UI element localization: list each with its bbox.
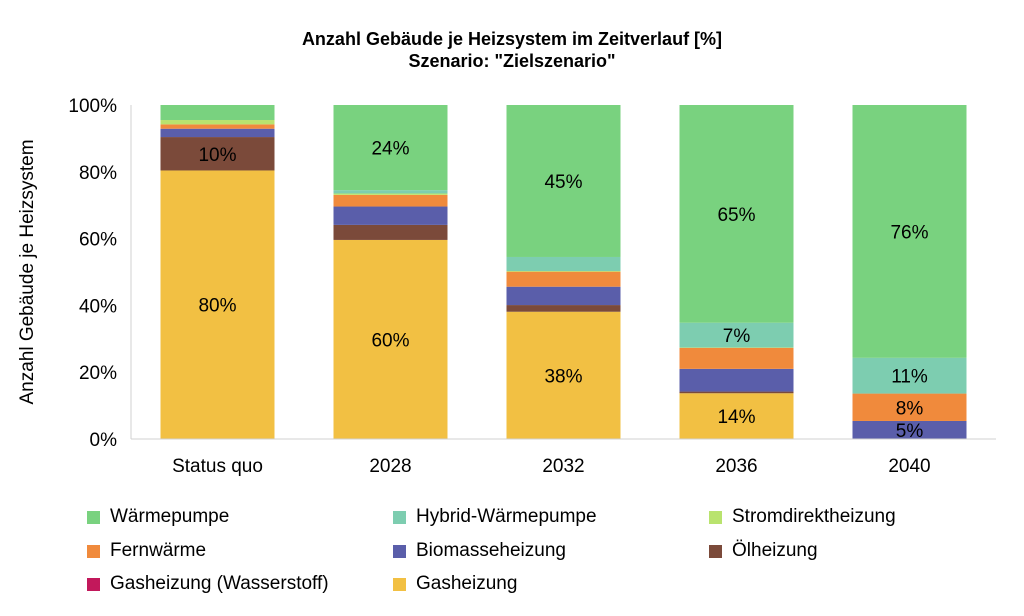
y-tick-label: 40% [79, 296, 117, 317]
chart-subtitle: Szenario: "Zielszenario" [408, 51, 616, 71]
legend-swatch [709, 510, 722, 524]
data-label: 38% [544, 366, 582, 387]
legend-item: Biomasseheizung [393, 539, 566, 563]
bar-segment [852, 420, 967, 439]
data-label: 76% [890, 222, 928, 243]
legend-swatch [393, 544, 406, 558]
bar-segment [160, 170, 275, 440]
bar-segment [506, 271, 621, 287]
bar-segment [333, 194, 448, 207]
legend-item: Stromdirektheizung [709, 505, 896, 529]
data-label: 45% [544, 172, 582, 193]
data-label: 60% [371, 330, 409, 351]
bar-segment [679, 347, 794, 369]
legend-label: Wärmepumpe [110, 506, 230, 527]
bar-segment [506, 256, 621, 271]
bar-segment [679, 393, 794, 439]
bar-segment [160, 120, 275, 125]
legend-label: Hybrid-Wärmepumpe [416, 506, 597, 527]
legend-swatch [393, 510, 406, 524]
chart-title: Anzahl Gebäude je Heizsystem im Zeitverl… [301, 29, 723, 49]
bar-segment [679, 322, 794, 348]
bar-segment [506, 105, 621, 257]
bar-segment [679, 105, 794, 323]
y-tick-label: 0% [90, 430, 118, 451]
bar-segment [160, 105, 275, 121]
bar-segment [160, 128, 275, 138]
legend-swatch [87, 577, 100, 591]
legend-item: Fernwärme [87, 539, 206, 563]
bar-segment [160, 137, 275, 171]
x-tick-label: 2032 [542, 456, 584, 477]
data-label: 7% [723, 326, 751, 347]
legend-swatch [87, 510, 100, 524]
legend-item: Gasheizung [393, 572, 517, 596]
legend-label: Ölheizung [732, 540, 818, 561]
data-label: 10% [198, 145, 236, 166]
y-tick-label: 80% [79, 163, 117, 184]
legend-swatch [709, 544, 722, 558]
x-tick-label: 2040 [888, 456, 930, 477]
bar-segment [333, 206, 448, 225]
data-label: 5% [896, 421, 924, 442]
x-tick-label: 2036 [715, 456, 757, 477]
data-label: 14% [717, 407, 755, 428]
bar-segment [852, 393, 967, 421]
y-tick-label: 100% [68, 96, 117, 117]
x-tick-label: Status quo [172, 456, 263, 477]
data-label: 24% [371, 139, 409, 160]
bar-segment [160, 124, 275, 129]
legend-item: Wärmepumpe [87, 505, 229, 529]
legend-swatch [393, 577, 406, 591]
bar-segment [333, 193, 448, 195]
legend-item: Hybrid-Wärmepumpe [393, 505, 597, 529]
bar-segment [333, 239, 448, 439]
data-label: 8% [896, 398, 924, 419]
data-label: 80% [198, 296, 236, 317]
bar-segment [852, 357, 967, 394]
legend-label: Biomasseheizung [416, 540, 566, 561]
legend-label: Stromdirektheizung [732, 506, 896, 527]
legend-item: Gasheizung (Wasserstoff) [87, 572, 329, 596]
legend-label: Gasheizung [416, 573, 518, 594]
y-tick-label: 20% [79, 363, 117, 384]
bar-segment [506, 270, 621, 272]
legend-item: Ölheizung [709, 539, 818, 563]
bar-segment [506, 305, 621, 312]
legend-label: Gasheizung (Wasserstoff) [110, 573, 329, 594]
y-axis-title: Anzahl Gebäude je Heizsystem [17, 139, 38, 404]
bar-segment [679, 368, 794, 392]
data-label: 11% [891, 367, 928, 388]
y-tick-label: 60% [79, 230, 117, 251]
bar-segment [333, 224, 448, 240]
bar-segment [852, 105, 967, 358]
data-label: 65% [717, 205, 755, 226]
x-tick-label: 2028 [369, 456, 411, 477]
legend-swatch [87, 544, 100, 558]
bar-segment [506, 311, 621, 439]
bar-segment [333, 105, 448, 191]
bar-segment [333, 190, 448, 194]
bar-segment [679, 391, 794, 394]
legend-label: Fernwärme [110, 540, 207, 561]
bar-segment [506, 286, 621, 306]
